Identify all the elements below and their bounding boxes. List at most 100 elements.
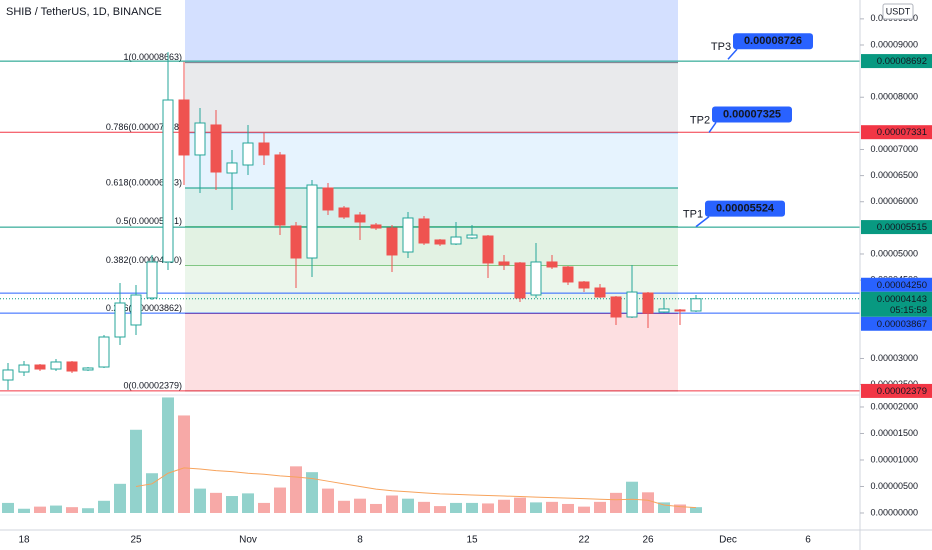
candle-body (178, 99, 190, 156)
target-pointer (727, 48, 738, 60)
x-tick-label: 8 (357, 535, 363, 546)
y-tick-label: 0.00005000 (870, 248, 918, 258)
candle-body (450, 236, 462, 245)
candle-body (658, 308, 670, 313)
candle-body (418, 218, 430, 244)
volume-tick-label: 0.00000000 (870, 507, 918, 517)
candle-body (34, 364, 46, 370)
candle-body (274, 154, 286, 226)
y-tick-label: 0.00006000 (870, 196, 918, 206)
candle-body (226, 162, 238, 174)
candle-body (114, 302, 126, 338)
candle-body (322, 187, 334, 211)
fib-zones: 1(0.00008663) 0.786(0.00007318) 0.618(0.00… (106, 0, 678, 392)
target-name: TP3 (711, 41, 731, 53)
target-name: TP2 (690, 114, 710, 126)
volume-bar (274, 487, 286, 513)
price-badge (861, 383, 932, 398)
volume-bar (98, 500, 110, 513)
volume-bar (514, 497, 526, 513)
volume-bar (290, 466, 302, 513)
x-tick-label: 15 (466, 535, 478, 546)
candle-body (306, 184, 318, 259)
candle-body (610, 296, 622, 318)
volume-bar (130, 429, 142, 513)
volume-bar (146, 473, 158, 513)
candle-body (514, 262, 526, 299)
volume-bar (82, 508, 94, 513)
candle-body (354, 214, 366, 223)
fib-zone (185, 187, 678, 227)
candle-body (162, 99, 174, 263)
target-box (705, 200, 785, 217)
volume-bar (402, 498, 414, 513)
volume-bar (210, 492, 222, 513)
long-target-zone (185, 0, 678, 63)
volume-bar (322, 488, 334, 513)
candle-body (146, 261, 158, 299)
volume-bar (50, 505, 62, 513)
fib-label: 0(0.00002379) (123, 380, 182, 390)
candle-body (642, 292, 654, 314)
volume-bar (242, 493, 254, 513)
volume-bar (642, 492, 654, 513)
volume-tick-label: 0.00002000 (870, 401, 918, 411)
last-price-badge (861, 291, 932, 317)
candle-body (242, 142, 254, 166)
volume-bar (626, 481, 638, 513)
price-badge-label: 0.00004250 (877, 280, 927, 291)
price-badge (861, 316, 932, 331)
target-name: TP1 (683, 209, 703, 221)
annotations: 0.00008726 TP3 0.00007325 TP2 0.00005524 TP1 (683, 33, 813, 228)
candle-body (674, 309, 686, 312)
volume-bar (674, 504, 686, 513)
candle-body (98, 336, 110, 368)
y-tick-label: 0.00007000 (870, 144, 918, 154)
volume-bar (162, 397, 174, 513)
symbol-title: SHIB / TetherUS, 1D, BINANCE (6, 6, 162, 18)
candle-body (546, 261, 558, 268)
volume-bar (354, 498, 366, 513)
volume-bar (466, 502, 478, 513)
price-badge-label: 0.00007331 (877, 127, 927, 138)
volume-bar (338, 500, 350, 513)
volume-bar (194, 488, 206, 513)
candle-body (2, 369, 14, 381)
fib-zone (185, 226, 678, 266)
candle-body (594, 287, 606, 298)
target-box (712, 106, 792, 123)
candle-body (82, 367, 94, 371)
price-badge (861, 220, 932, 235)
target-value: 0.00008726 (744, 35, 802, 47)
fib-label: 0.786(0.00007318) (106, 122, 182, 132)
currency[interactable]: USDT (886, 6, 911, 16)
fib-label: 0.382(0.00004780) (106, 255, 182, 265)
countdown: 05:15:58 (890, 305, 927, 316)
y-tick-label: 0.00003000 (870, 353, 918, 363)
fib-label: 0.5(0.00005521) (116, 216, 182, 226)
volume-bar (18, 508, 30, 513)
candles (2, 52, 702, 390)
volume-bar (386, 495, 398, 513)
volume-bar (370, 503, 382, 513)
candle-body (498, 261, 510, 266)
candle-body (50, 361, 62, 370)
currency-box[interactable] (882, 3, 914, 20)
price-badge-label: 0.00002379 (877, 386, 927, 397)
volume-bar (226, 496, 238, 513)
volume-tick-label: 0.00000500 (870, 481, 918, 491)
volume-ma (135, 467, 697, 509)
target-value: 0.00005524 (716, 203, 775, 215)
candle-body (290, 225, 302, 259)
price-badge (861, 277, 932, 292)
candle-body (210, 124, 222, 173)
price-badge (861, 125, 932, 140)
volume-bar (2, 502, 14, 513)
price-badge-label: 0.00003867 (877, 319, 927, 330)
price-badge (861, 54, 932, 69)
candle-body (466, 234, 478, 239)
volume-bar (482, 503, 494, 513)
fib-label: 0.618(0.00006263) (106, 177, 182, 187)
candle-body (338, 207, 350, 218)
volume-bar (114, 483, 126, 513)
